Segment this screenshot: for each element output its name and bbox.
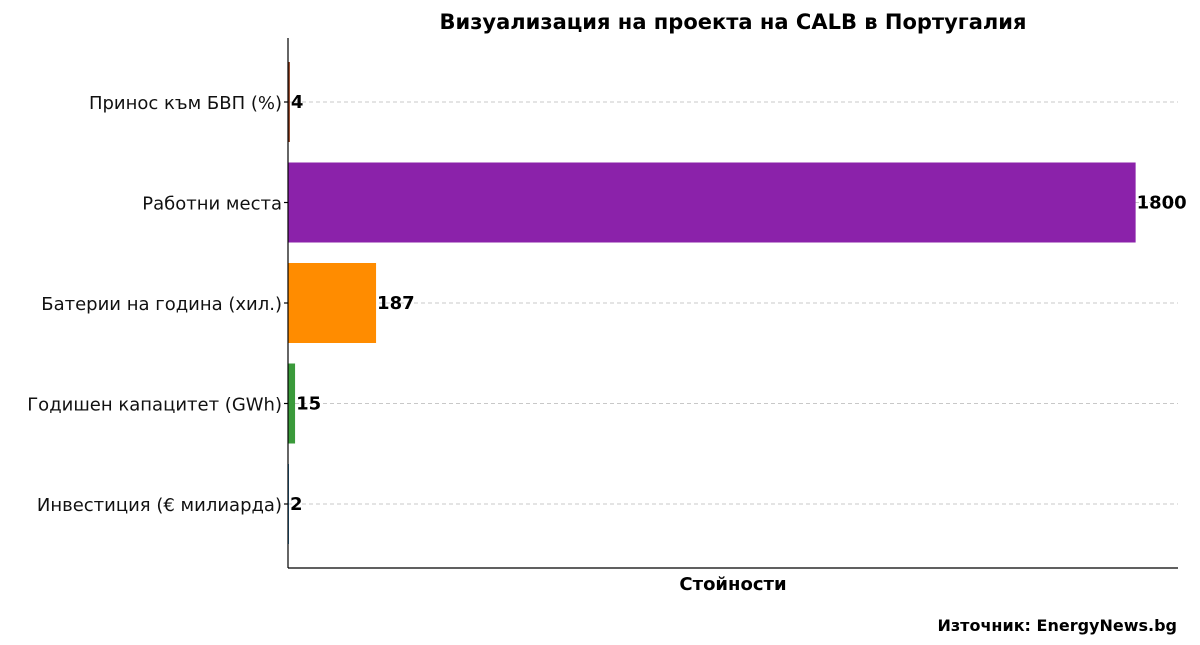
value-labels: 2 15 187 1800 4 xyxy=(290,92,1187,515)
value-label: 2 xyxy=(290,494,303,515)
source-note: Източник: EnergyNews.bg xyxy=(937,616,1177,635)
category-label: Годишен капацитет (GWh) xyxy=(27,395,282,416)
value-label: 187 xyxy=(377,293,415,314)
value-label: 1800 xyxy=(1137,193,1187,214)
bars-layer xyxy=(288,62,1136,544)
bar xyxy=(288,162,1136,243)
bar xyxy=(288,363,296,444)
value-label: 4 xyxy=(291,92,304,113)
bar xyxy=(288,62,290,142)
category-labels: Инвестиция (€ милиарда) Годишен капацитет… xyxy=(27,93,288,516)
chart-title: Визуализация на проекта на CALB в Португ… xyxy=(439,10,1026,34)
category-label: Работни места xyxy=(142,194,282,215)
category-label: Батерии на година (хил.) xyxy=(41,294,282,315)
bar xyxy=(288,263,377,343)
grid-layer xyxy=(288,101,1178,505)
category-label: Инвестиция (€ милиарда) xyxy=(37,495,282,516)
category-label: Принос към БВП (%) xyxy=(89,93,282,114)
x-axis-label: Стойности xyxy=(679,574,786,595)
value-label: 15 xyxy=(296,394,321,415)
